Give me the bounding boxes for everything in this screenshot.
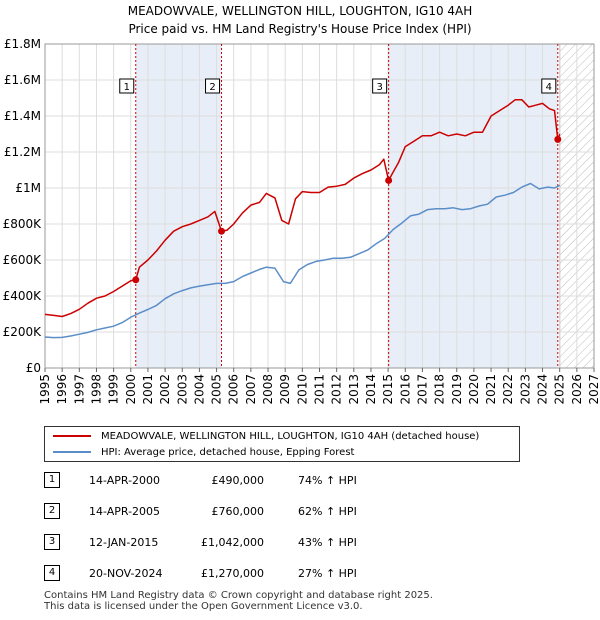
y-tick-label: £400K (3, 289, 43, 303)
x-tick-label: 2025 (553, 374, 567, 405)
y-tick-label: £0 (26, 361, 41, 375)
x-tick-label: 1999 (107, 374, 121, 405)
x-tick-label: 2014 (364, 374, 378, 405)
sale-marker-label: 4 (546, 82, 552, 93)
highlight-band (135, 44, 222, 368)
x-tick-label: 2023 (518, 374, 532, 405)
sale-marker-label: 1 (124, 82, 130, 93)
x-tick-label: 2020 (467, 374, 481, 405)
legend-label-property: MEADOWVALE, WELLINGTON HILL, LOUGHTON, I… (101, 431, 480, 442)
x-tick-label: 1996 (55, 374, 69, 405)
legend: MEADOWVALE, WELLINGTON HILL, LOUGHTON, I… (44, 426, 520, 462)
sale-price: £760,000 (211, 505, 265, 518)
chart-title-line-1: MEADOWVALE, WELLINGTON HILL, LOUGHTON, I… (127, 4, 473, 18)
sale-marker-label: 2 (209, 82, 215, 93)
footer-attribution: Contains HM Land Registry data © Crown c… (44, 590, 433, 612)
table-row: 2 14-APR-2005 £760,000 62% ↑ HPI (44, 503, 564, 534)
sale-hpi-change: 43% ↑ HPI (298, 536, 357, 549)
table-row: 1 14-APR-2000 £490,000 74% ↑ HPI (44, 472, 564, 503)
x-tick-label: 2022 (501, 374, 515, 405)
x-tick-label: 1998 (89, 374, 103, 405)
sale-hpi-change: 27% ↑ HPI (298, 567, 357, 580)
hpi-line (44, 182, 561, 339)
y-tick-label: £600K (3, 253, 43, 267)
x-tick-label: 1997 (72, 374, 86, 405)
sale-marker-box (541, 78, 557, 94)
x-tick-label: 1995 (38, 374, 52, 405)
sale-hpi-change: 62% ↑ HPI (298, 505, 357, 518)
chart-title: MEADOWVALE, WELLINGTON HILL, LOUGHTON, I… (0, 2, 600, 38)
x-tick-label: 2003 (175, 374, 189, 405)
y-tick-label: £1.4M (4, 109, 41, 123)
y-tick-label: £800K (3, 217, 43, 231)
sale-point (385, 176, 393, 184)
table-row: 4 20-NOV-2024 £1,270,000 27% ↑ HPI (44, 565, 564, 596)
sale-date: 20-NOV-2024 (89, 567, 163, 580)
footer-line-2: This data is licensed under the Open Gov… (44, 601, 363, 612)
x-tick-label: 2018 (433, 374, 447, 405)
sale-number-badge: 1 (44, 472, 60, 488)
y-tick-label: £200K (3, 325, 43, 339)
x-tick-label: 2026 (570, 374, 584, 405)
x-tick-label: 2019 (450, 374, 464, 405)
x-tick-label: 2016 (398, 374, 412, 405)
footer-line-1: Contains HM Land Registry data © Crown c… (44, 590, 433, 601)
sale-price: £1,270,000 (201, 567, 264, 580)
sale-date: 12-JAN-2015 (89, 536, 159, 549)
x-tick-label: 2027 (587, 374, 600, 405)
x-tick-label: 2001 (141, 374, 155, 405)
x-tick-label: 2021 (484, 374, 498, 405)
sale-marker-label: 3 (376, 82, 382, 93)
property-price-line (44, 99, 561, 318)
x-tick-label: 2006 (227, 374, 241, 405)
sale-marker-box (205, 78, 221, 94)
legend-item-hpi: HPI: Average price, detached house, Eppi… (53, 446, 354, 460)
legend-item-property: MEADOWVALE, WELLINGTON HILL, LOUGHTON, I… (53, 430, 479, 444)
x-tick-label: 2024 (536, 374, 550, 405)
sale-number-badge: 2 (44, 503, 60, 519)
legend-swatch-hpi (53, 451, 91, 453)
sale-date: 14-APR-2000 (89, 474, 161, 487)
sale-point (218, 227, 226, 235)
sale-point (132, 276, 140, 284)
x-tick-label: 2000 (124, 374, 138, 405)
sale-hpi-change: 74% ↑ HPI (298, 474, 357, 487)
legend-swatch-property (53, 435, 91, 437)
sale-marker-box (372, 78, 388, 94)
sale-point (554, 135, 562, 143)
x-tick-label: 2002 (158, 374, 172, 405)
x-tick-label: 2005 (210, 374, 224, 405)
x-tick-label: 2011 (313, 374, 327, 405)
y-tick-label: £1.2M (4, 145, 41, 159)
x-tick-label: 2015 (381, 374, 395, 405)
sale-price: £1,042,000 (201, 536, 264, 549)
sale-date: 14-APR-2005 (89, 505, 161, 518)
sale-number-badge: 3 (44, 534, 60, 550)
x-tick-label: 2010 (295, 374, 309, 405)
chart-title-line-2: Price paid vs. HM Land Registry's House … (128, 22, 472, 36)
sale-marker-box (119, 78, 135, 94)
y-tick-label: £1M (15, 181, 41, 195)
x-tick-label: 2008 (261, 374, 275, 405)
price-chart: £0 £200K £400K £600K £800K £1M £1.2M £1.4M £1.6M… (3, 37, 600, 405)
x-tick-label: 2013 (347, 374, 361, 405)
x-tick-label: 2007 (244, 374, 258, 405)
legend-label-hpi: HPI: Average price, detached house, Eppi… (101, 447, 355, 458)
x-tick-label: 2017 (415, 374, 429, 405)
sale-number-badge: 4 (44, 565, 60, 581)
table-row: 3 12-JAN-2015 £1,042,000 43% ↑ HPI (44, 534, 564, 565)
x-tick-label: 2012 (330, 374, 344, 405)
y-tick-label: £1.6M (4, 73, 41, 87)
sale-price: £490,000 (211, 474, 265, 487)
x-tick-label: 2004 (192, 374, 206, 405)
x-tick-label: 2009 (278, 374, 292, 405)
y-tick-label: £1.8M (4, 37, 41, 51)
sales-table: 1 14-APR-2000 £490,000 74% ↑ HPI 2 14-AP… (44, 472, 564, 596)
highlight-band (388, 44, 558, 368)
